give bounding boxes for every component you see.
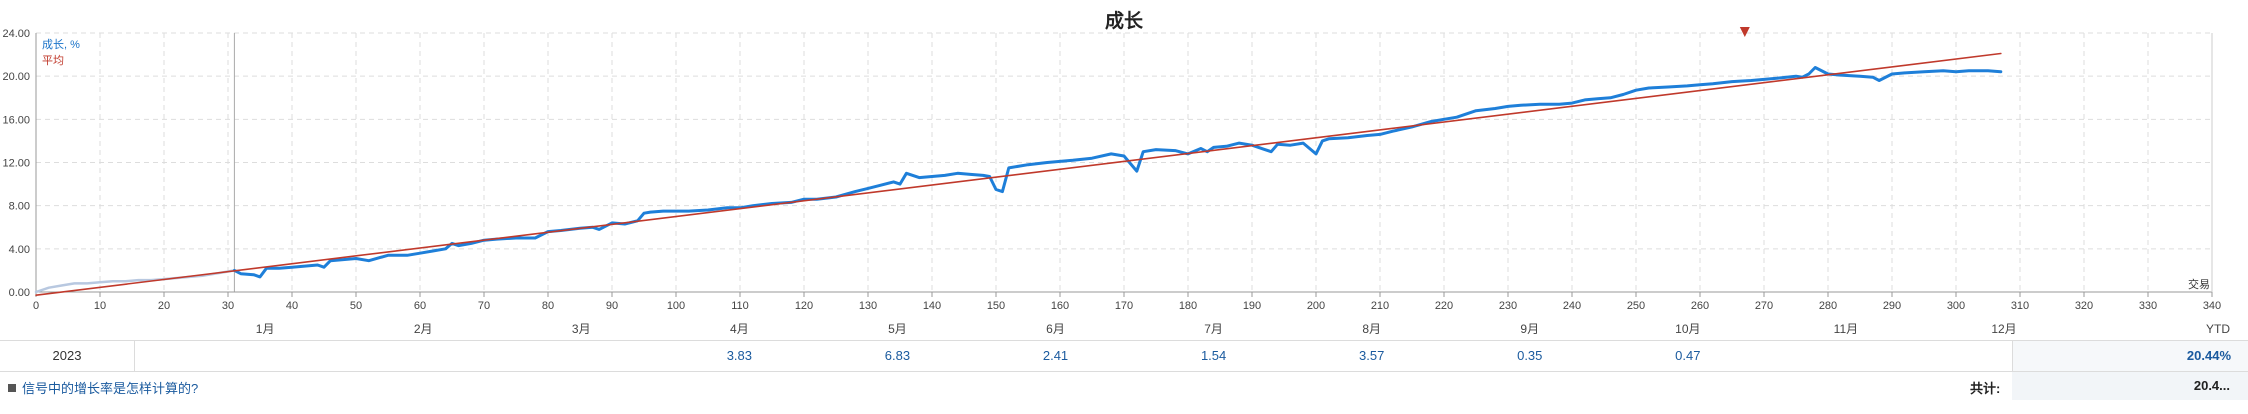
- x-tick-label: 120: [795, 300, 813, 312]
- growth-chart: 0 10 20 30 40 50 60 70 80 90 100 110 120 130 140 150 160…: [2, 27, 2221, 312]
- month-label: 1月: [255, 322, 275, 336]
- x-tick-label: 90: [606, 300, 618, 312]
- x-tick-label: 0: [33, 300, 39, 312]
- x-tick-label: 270: [1755, 300, 1773, 312]
- month-label: 5月: [888, 322, 907, 336]
- x-axis-name: 交易: [2188, 279, 2210, 291]
- month-label: 11月: [1833, 322, 1859, 336]
- y-tick-label: 20.00: [2, 71, 30, 83]
- chart-axes: 0 10 20 30 40 50 60 70 80 90 100 110 120 130 140 150 160…: [2, 28, 2221, 312]
- total-label: 共计:: [1970, 381, 2001, 396]
- y-tick-label: 16.00: [2, 114, 30, 126]
- x-tick-label: 200: [1307, 300, 1325, 312]
- x-tick-label: 240: [1563, 300, 1581, 312]
- x-tick-label: 330: [2139, 300, 2157, 312]
- x-tick-label: 280: [1819, 300, 1837, 312]
- year-label: 2023: [0, 341, 135, 371]
- x-tick-label: 340: [2203, 300, 2221, 312]
- x-tick-label: 30: [222, 300, 234, 312]
- expand-square-icon: [8, 384, 16, 392]
- month-label: 3月: [571, 322, 591, 336]
- y-tick-label: 12.00: [2, 158, 30, 170]
- month-label: 2月: [413, 322, 433, 336]
- ytd-header: YTD: [2206, 322, 2230, 336]
- x-tick-label: 10: [94, 300, 106, 312]
- x-tick-label: 80: [542, 300, 554, 312]
- x-tick-label: 190: [1243, 300, 1261, 312]
- x-tick-label: 170: [1115, 300, 1133, 312]
- month-return-value: 0.47: [1675, 348, 1701, 363]
- footer: 信号中的增长率是怎样计算的? 共计: 20.4...: [0, 372, 2248, 402]
- x-tick-label: 260: [1691, 300, 1709, 312]
- month-label: 6月: [1046, 322, 1065, 336]
- y-tick-label: 4.00: [9, 244, 30, 256]
- series-line-average: [35, 52, 2002, 297]
- month-label: 12月: [1991, 322, 2017, 336]
- x-tick-label: 50: [350, 300, 362, 312]
- month-return-value: 1.54: [1200, 348, 1227, 363]
- x-tick-label: 100: [667, 300, 685, 312]
- x-tick-label: 20: [158, 300, 170, 312]
- chart-series: [34, 27, 2003, 297]
- y-tick-label: 8.00: [9, 201, 30, 213]
- month-return-value: 3.57: [1359, 348, 1385, 363]
- month-return-value: 2.41: [1042, 348, 1069, 363]
- x-tick-label: 130: [859, 300, 877, 312]
- chart-title: 成长: [1104, 11, 1143, 32]
- legend-growth: 成长, %: [42, 39, 80, 51]
- x-tick-label: 250: [1627, 300, 1645, 312]
- chart-legend: 成长, % 平均: [42, 37, 80, 69]
- month-return-value: 3.83: [726, 348, 753, 363]
- x-tick-label: 60: [414, 300, 426, 312]
- top-marker-icon: [1739, 27, 1750, 37]
- x-tick-label: 150: [987, 300, 1005, 312]
- x-tick-label: 210: [1371, 300, 1389, 312]
- y-tick-label: 0.00: [9, 287, 30, 299]
- x-tick-label: 140: [923, 300, 941, 312]
- x-tick-label: 320: [2075, 300, 2093, 312]
- x-tick-label: 300: [1947, 300, 1965, 312]
- x-tick-label: 160: [1051, 300, 1069, 312]
- x-tick-label: 180: [1179, 300, 1197, 312]
- month-label: 9月: [1520, 322, 1540, 336]
- x-tick-label: 110: [731, 300, 749, 312]
- chart-grid: [36, 32, 2213, 292]
- x-tick-label: 230: [1499, 300, 1517, 312]
- month-return-value: 6.83: [884, 348, 911, 363]
- month-label: 10月: [1675, 322, 1701, 336]
- year-row: 2023 20.44% 3.83 6.83 2.41 1.54 3.57 0.35 0.47: [0, 340, 2248, 372]
- total-value: 20.4...: [2193, 378, 2230, 393]
- ytd-value: 20.44%: [2186, 348, 2231, 363]
- faq-label: 信号中的增长率是怎样计算的?: [22, 381, 199, 396]
- total-cell: 20.4...: [2012, 372, 2248, 400]
- series-line-main: [232, 66, 2003, 279]
- x-tick-label: 220: [1435, 300, 1453, 312]
- month-header-row: 1月 2月 3月 4月 5月 6月 7月 8月 9月 10月 11月 12月: [0, 320, 2248, 340]
- legend-average: 平均: [42, 55, 64, 67]
- month-label: 7月: [1204, 322, 1223, 336]
- x-tick-label: 40: [286, 300, 298, 312]
- month-label: 4月: [730, 322, 749, 336]
- y-tick-label: 24.00: [2, 28, 30, 40]
- month-return-value: 0.35: [1517, 348, 1543, 363]
- x-tick-label: 70: [478, 300, 490, 312]
- growth-faq-link[interactable]: 信号中的增长率是怎样计算的?: [8, 378, 198, 397]
- month-label: 8月: [1362, 322, 1382, 336]
- series-line-prehistory: [34, 269, 236, 294]
- x-tick-label: 310: [2011, 300, 2029, 312]
- ytd-cell: 20.44%: [2012, 341, 2248, 371]
- x-tick-label: 290: [1883, 300, 1901, 312]
